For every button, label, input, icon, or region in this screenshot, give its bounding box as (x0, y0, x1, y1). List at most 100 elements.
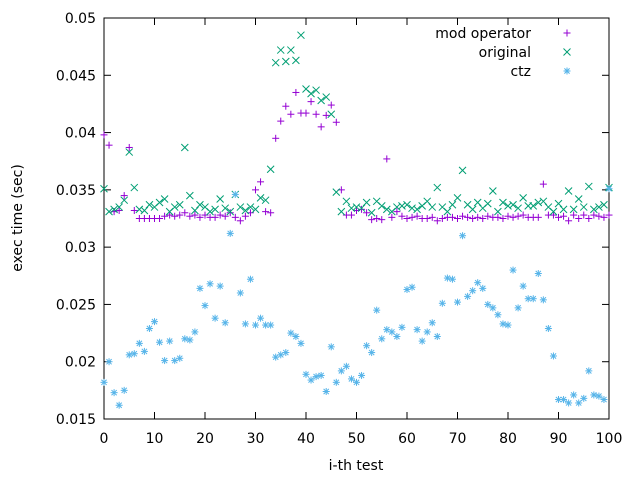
point-ctz (448, 275, 456, 283)
point-ctz (226, 229, 234, 237)
point-original (241, 206, 250, 215)
point-mod-operator (454, 215, 461, 222)
axis-ticks (103, 17, 610, 420)
point-original (115, 203, 124, 211)
point-ctz (549, 352, 557, 360)
legend-label-ctz: ctz (510, 64, 531, 80)
point-mod-operator (378, 216, 386, 224)
point-original (569, 205, 578, 214)
point-mod-operator (277, 117, 285, 125)
point-original (332, 188, 341, 197)
point-mod-operator (105, 141, 113, 149)
point-ctz (302, 370, 310, 378)
point-original (534, 198, 543, 207)
x-tick-label: 50 (348, 431, 366, 447)
point-mod-operator (580, 211, 588, 219)
point-ctz (590, 391, 598, 399)
point-ctz (423, 328, 431, 336)
point-mod-operator (464, 213, 472, 221)
point-mod-operator (332, 118, 340, 126)
point-ctz (130, 350, 138, 358)
point-original (286, 46, 295, 54)
point-ctz (287, 329, 295, 337)
point-mod-operator (312, 110, 320, 118)
point-ctz (272, 353, 280, 361)
point-ctz (565, 399, 573, 407)
point-ctz (459, 232, 467, 240)
point-mod-operator (494, 213, 502, 221)
point-mod-operator (327, 101, 335, 109)
point-original (529, 202, 538, 210)
point-original (281, 57, 290, 66)
point-original (297, 31, 305, 40)
point-original (579, 203, 588, 211)
point-mod-operator (555, 213, 562, 221)
point-ctz (166, 337, 174, 345)
point-mod-operator (257, 178, 265, 186)
y-tick-label: 0.04 (65, 126, 96, 142)
point-ctz (383, 326, 391, 334)
point-ctz (464, 292, 472, 300)
point-ctz (499, 320, 507, 328)
point-ctz (469, 287, 477, 295)
point-original (130, 183, 139, 192)
legend-marker-ctz (563, 67, 571, 75)
point-original (105, 207, 113, 216)
point-ctz (115, 401, 123, 409)
point-ctz (191, 328, 199, 336)
point-ctz (484, 300, 492, 308)
point-ctz (156, 338, 164, 346)
point-ctz (474, 279, 482, 287)
point-ctz (181, 335, 189, 343)
point-ctz (398, 323, 406, 331)
point-mod-operator (438, 215, 446, 222)
point-ctz (519, 282, 527, 290)
point-original (261, 196, 270, 205)
point-mod-operator (307, 98, 315, 106)
point-original (185, 191, 194, 200)
point-original (549, 207, 558, 216)
point-ctz (246, 275, 254, 283)
point-mod-operator (570, 211, 578, 219)
point-ctz (413, 326, 421, 334)
point-ctz (529, 295, 537, 303)
series-mod-operator (100, 88, 613, 225)
point-ctz (317, 371, 325, 379)
point-mod-operator (115, 206, 123, 214)
point-ctz (544, 324, 552, 332)
point-original (408, 204, 416, 213)
point-ctz (378, 335, 386, 343)
point-ctz (252, 321, 259, 329)
point-original (120, 196, 129, 205)
point-ctz (262, 321, 270, 329)
legend-label-mod-operator: mod operator (435, 26, 531, 42)
point-ctz (135, 339, 143, 347)
point-original (382, 205, 391, 214)
point-ctz (342, 362, 350, 370)
point-ctz (231, 190, 239, 198)
point-mod-operator (565, 217, 573, 225)
point-ctz (388, 328, 396, 336)
point-original (312, 86, 320, 95)
point-mod-operator (130, 206, 138, 214)
point-mod-operator (100, 131, 108, 139)
point-ctz (489, 304, 497, 312)
legend-label-original: original (479, 45, 531, 61)
point-ctz (418, 337, 426, 345)
point-original (175, 200, 184, 209)
point-original (362, 198, 371, 207)
point-ctz (236, 289, 244, 297)
point-ctz (494, 311, 502, 319)
point-original (398, 202, 406, 210)
point-ctz (211, 314, 219, 322)
point-original (292, 56, 300, 65)
point-mod-operator (393, 208, 401, 216)
point-mod-operator (322, 111, 330, 119)
x-tick-label: 30 (247, 431, 265, 447)
point-ctz (347, 375, 355, 383)
point-ctz (206, 280, 214, 288)
point-ctz (433, 333, 441, 341)
point-ctz (353, 378, 360, 386)
point-mod-operator (347, 211, 355, 219)
